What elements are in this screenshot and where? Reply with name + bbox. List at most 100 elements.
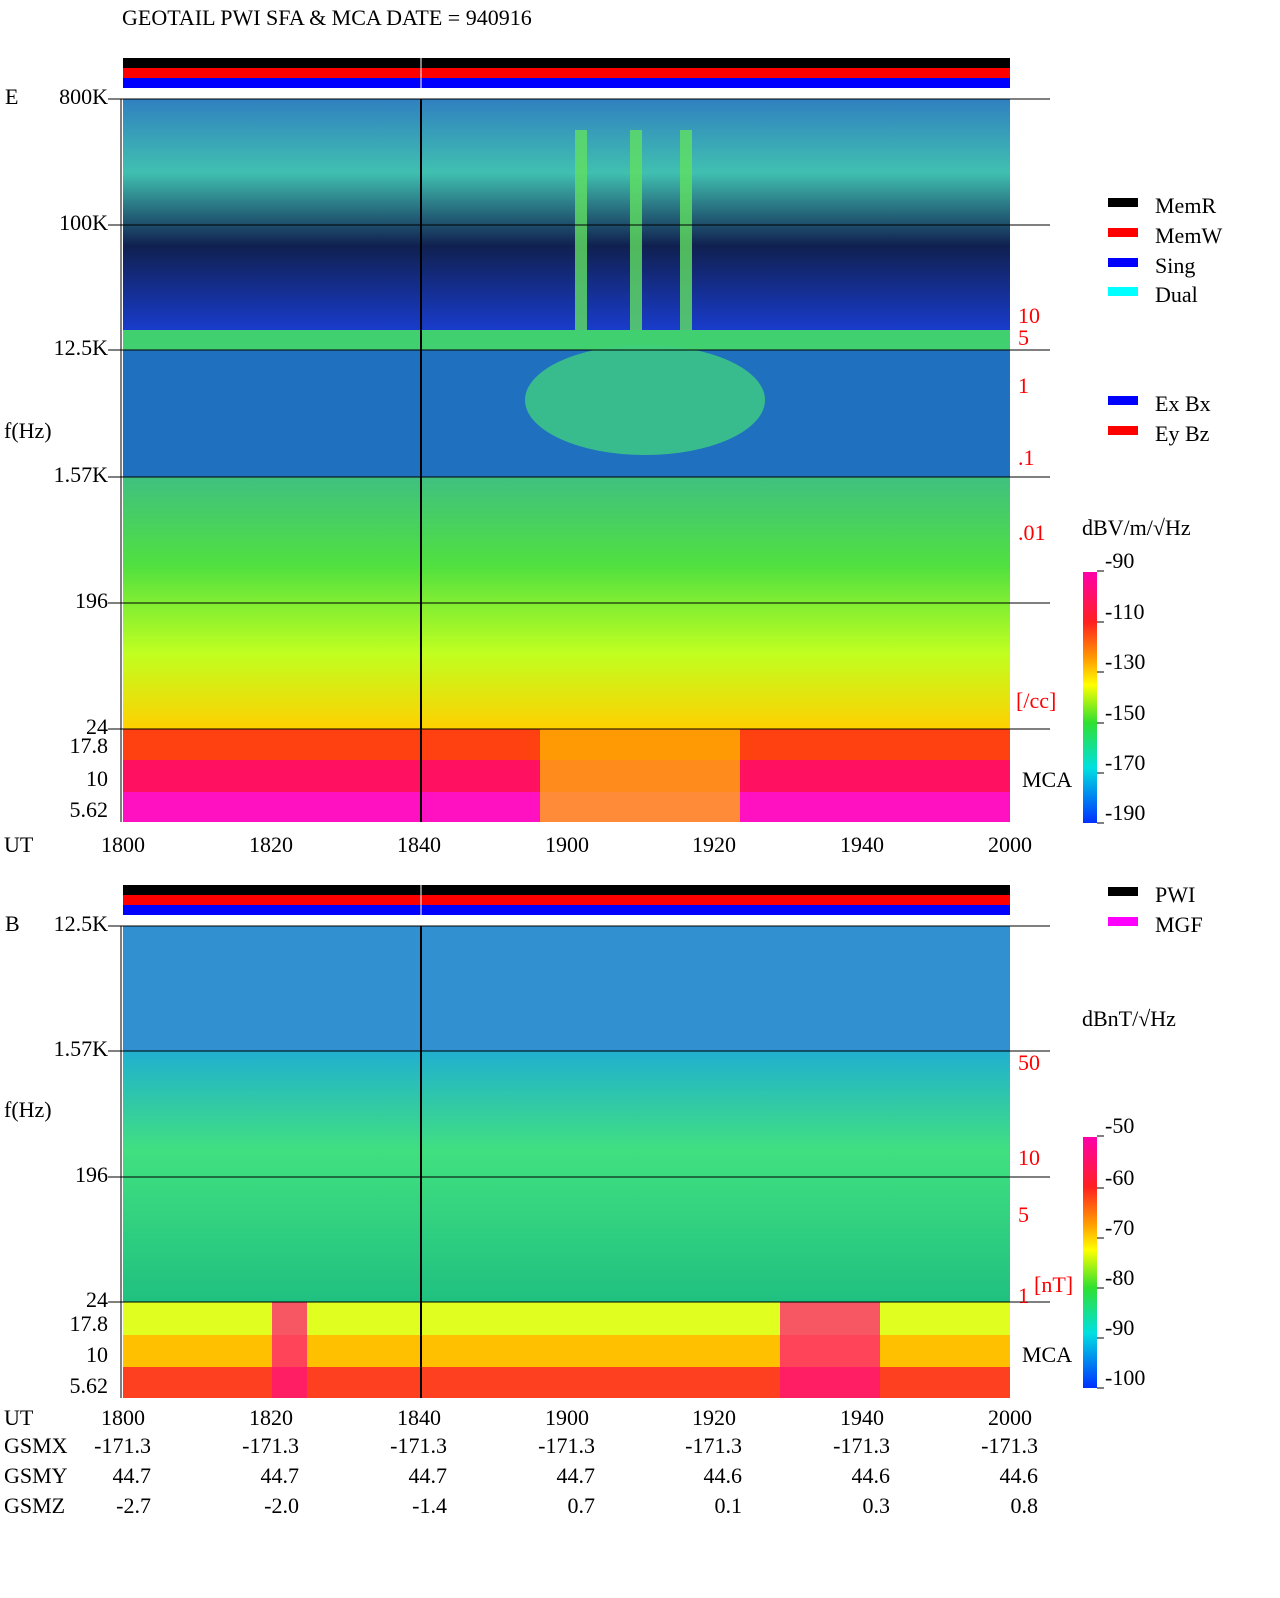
panel-label: B [5,911,20,936]
status-bar [123,895,1010,905]
orbit-value: 0.8 [1011,1493,1039,1518]
y-tick-label: 10 [86,766,108,791]
right-tick-label: 5 [1018,1202,1029,1227]
orbit-value: 44.6 [1000,1463,1039,1488]
orbit-name: GSMZ [4,1493,65,1518]
burst [630,130,642,330]
colorbar-tick-label: -130 [1105,649,1145,674]
legend-swatch [1108,228,1138,237]
colorbar-tick-label: -90 [1105,548,1134,573]
right-unit: [nT] [1034,1272,1073,1297]
colorbar [1083,1137,1097,1388]
y-tick-label: 100K [59,210,108,235]
x-tick-label: 1840 [397,1405,441,1430]
spectrogram-band [123,330,1010,350]
y-tick-label: 24 [86,714,108,739]
status-bar [123,78,1010,88]
y-tick-label: 17.8 [70,733,109,758]
x-tick-label: 2000 [988,832,1032,857]
x-axis-label: UT [4,1405,34,1430]
right-tick-label: 1 [1018,373,1029,398]
burst [525,345,765,455]
right-tick-label: 50 [1018,1050,1040,1075]
title: GEOTAIL PWI SFA & MCA DATE = 940916 [122,5,532,30]
orbit-value: -171.3 [242,1433,299,1458]
x-tick-label: 1920 [692,832,736,857]
legend-label: MemR [1155,193,1216,218]
colorbar-tick-label: -50 [1105,1113,1134,1138]
orbit-value: -1.4 [412,1493,447,1518]
orbit-value: 0.3 [863,1493,891,1518]
orbit-value: -2.0 [264,1493,299,1518]
x-tick-label: 1920 [692,1405,736,1430]
right-tick-label: 10 [1018,303,1040,328]
legend-swatch [1108,287,1138,296]
orbit-value: -171.3 [685,1433,742,1458]
mca-event [780,1302,880,1398]
orbit-value: -171.3 [981,1433,1038,1458]
x-axis-label: UT [4,832,34,857]
right-tick-label: 5 [1018,325,1029,350]
right-tick-label: 10 [1018,1145,1040,1170]
orbit-name: GSMX [4,1433,68,1458]
x-tick-label: 1800 [101,832,145,857]
orbit-value: 0.7 [568,1493,596,1518]
legend-swatch [1108,396,1138,405]
colorbar-tick-label: -100 [1105,1365,1145,1390]
orbit-value: -171.3 [94,1433,151,1458]
orbit-value: 44.6 [704,1463,743,1488]
orbit-value: 44.6 [852,1463,891,1488]
mca-event [272,1302,307,1398]
legend-swatch [1108,917,1138,926]
legend-label: Ey Bz [1155,421,1210,446]
legend-label: MemW [1155,223,1222,248]
colorbar-unit: dBnT/√Hz [1082,1006,1176,1031]
colorbar [1083,572,1097,823]
x-tick-label: 1800 [101,1405,145,1430]
colorbar-tick-label: -170 [1105,750,1145,775]
status-bar [123,885,1010,895]
legend-label: Ex Bx [1155,391,1211,416]
legend-swatch [1108,198,1138,207]
y-tick-label: 17.8 [70,1311,109,1336]
mca-label: MCA [1022,1342,1072,1367]
right-unit: [/cc] [1016,688,1056,713]
y-axis-label: f(Hz) [4,1097,52,1122]
x-tick-label: 1820 [249,832,293,857]
orbit-value: -171.3 [833,1433,890,1458]
y-tick-label: 5.62 [70,797,109,822]
orbit-value: -171.3 [390,1433,447,1458]
x-tick-label: 2000 [988,1405,1032,1430]
legend-label: Sing [1155,253,1195,278]
status-bar [123,68,1010,78]
x-tick-label: 1840 [397,832,441,857]
orbit-value: 0.1 [715,1493,743,1518]
y-tick-label: 800K [59,84,108,109]
orbit-value: 44.7 [557,1463,596,1488]
colorbar-tick-label: -60 [1105,1165,1134,1190]
orbit-value: 44.7 [409,1463,448,1488]
colorbar-unit: dBV/m/√Hz [1082,515,1191,540]
right-tick-label: .01 [1018,520,1046,545]
y-tick-label: 196 [75,1162,108,1187]
right-tick-label: 1 [1018,1283,1029,1308]
y-tick-label: 5.62 [70,1373,109,1398]
spectrogram-high [123,99,1010,344]
legend-swatch [1108,258,1138,267]
legend-swatch [1108,426,1138,435]
orbit-value: -171.3 [538,1433,595,1458]
legend-label: Dual [1155,282,1198,307]
y-tick-label: 12.5K [54,335,109,360]
spectrogram-high [123,926,1010,1051]
x-tick-label: 1940 [840,1405,884,1430]
right-tick-label: .1 [1018,445,1035,470]
colorbar-tick-label: -90 [1105,1315,1134,1340]
y-tick-label: 1.57K [54,1036,109,1061]
orbit-value: -2.7 [116,1493,151,1518]
panel-label: E [5,84,18,109]
x-tick-label: 1940 [840,832,884,857]
orbit-value: 44.7 [113,1463,152,1488]
colorbar-tick-label: -190 [1105,800,1145,825]
